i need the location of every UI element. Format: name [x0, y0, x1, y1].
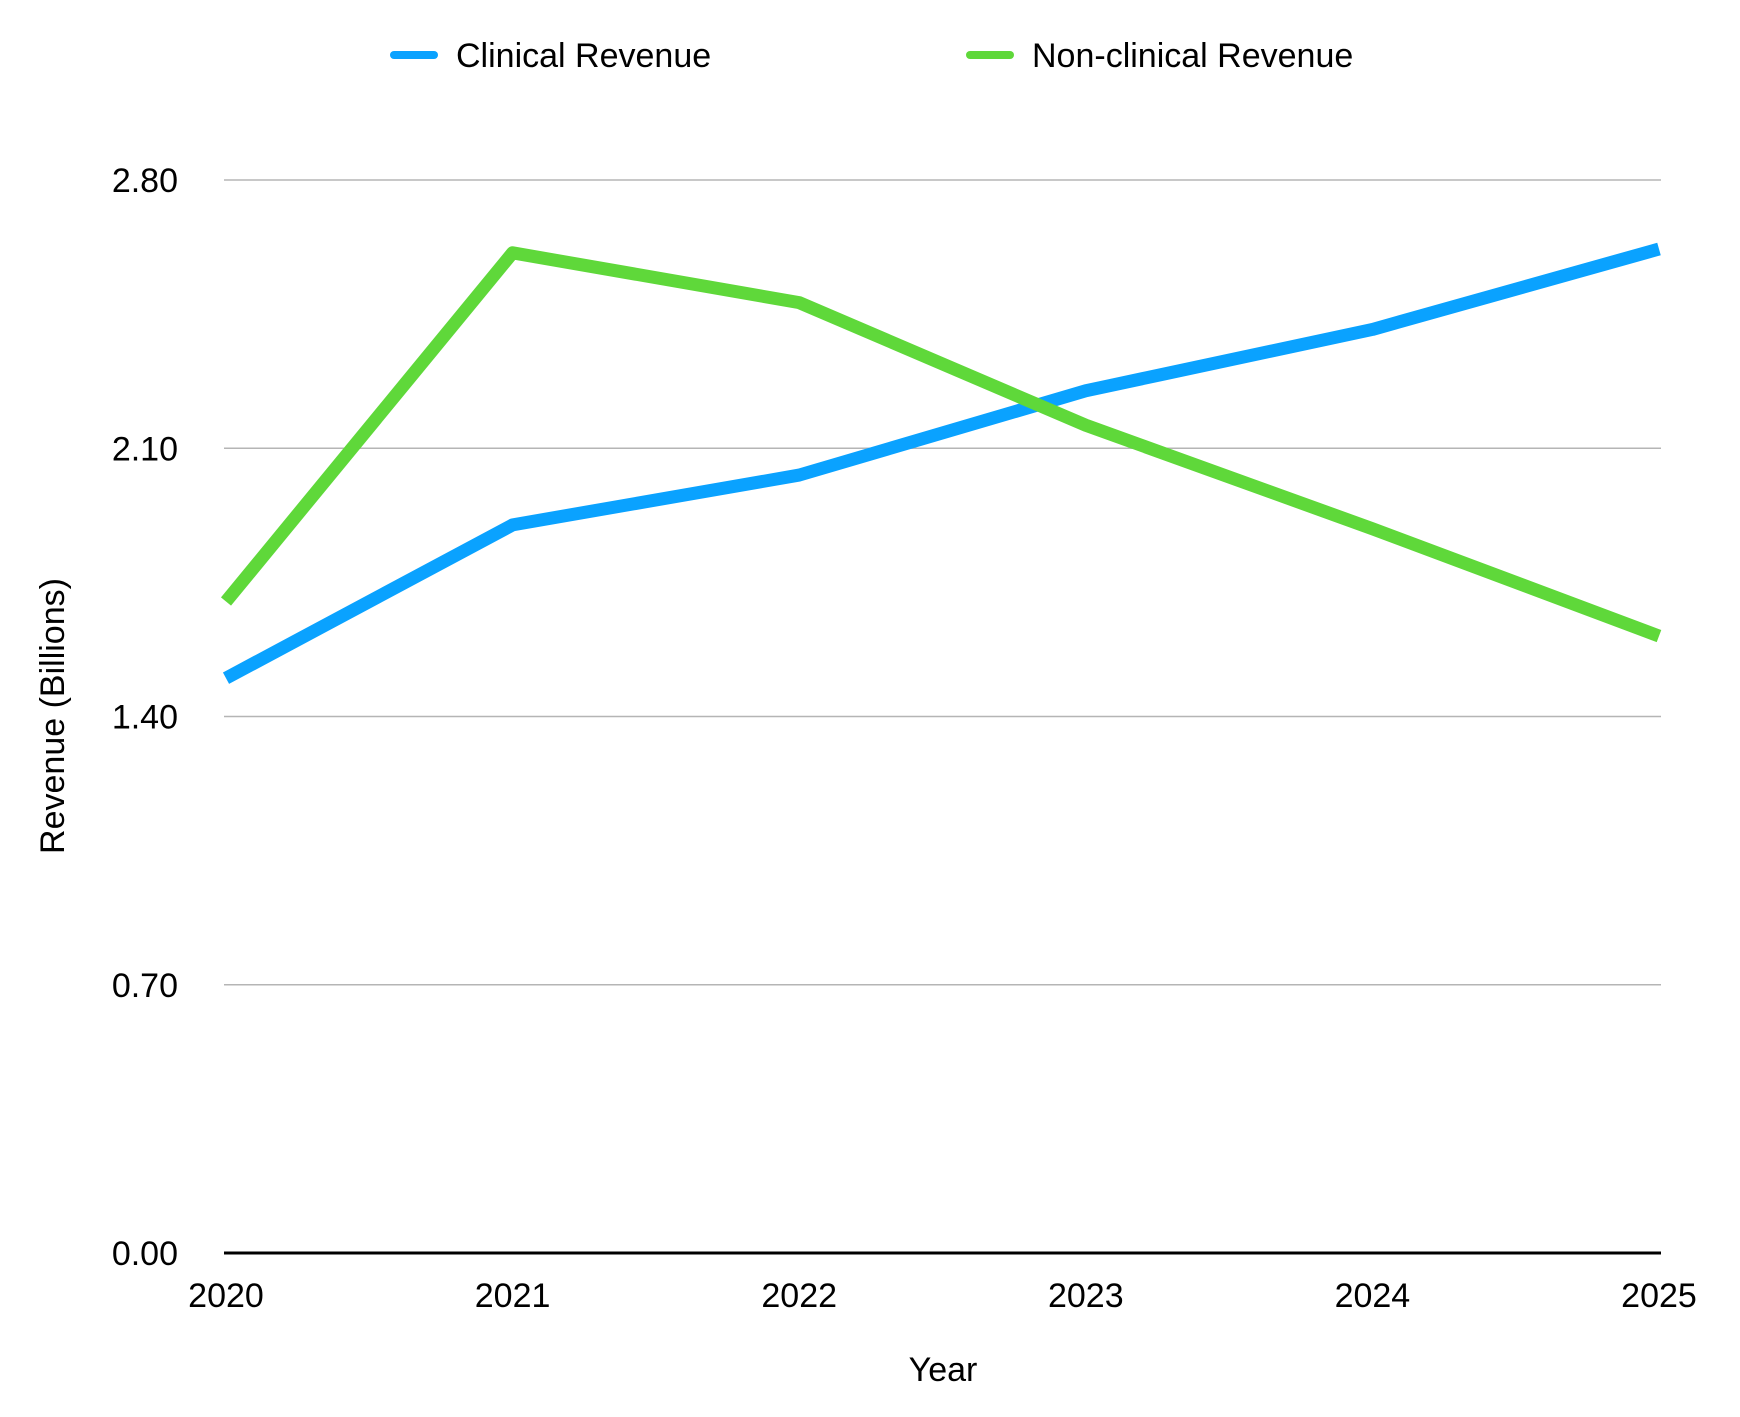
y-tick-label: 2.80: [112, 162, 178, 200]
data-point: [226, 678, 227, 679]
series-lines: [220, 242, 1662, 684]
y-axis-label: Revenue (Billions): [34, 578, 72, 854]
series-line-non-clinical: [220, 246, 1662, 643]
data-point: [512, 524, 513, 525]
data-point: [1372, 528, 1373, 529]
y-tick-label: 2.10: [112, 430, 178, 468]
y-tick-label: 0.70: [112, 967, 178, 1005]
x-tick-label: 2021: [475, 1277, 551, 1315]
data-point: [226, 601, 227, 602]
legend-label: Clinical Revenue: [456, 37, 711, 75]
legend: Clinical Revenue Non-clinical Revenue: [390, 37, 1353, 75]
x-tick-label: 2024: [1335, 1277, 1411, 1315]
legend-label: Non-clinical Revenue: [1032, 37, 1353, 75]
data-point: [512, 252, 513, 253]
x-tick-label: 2023: [1048, 1277, 1124, 1315]
x-tick-label: 2025: [1621, 1277, 1697, 1315]
data-point: [1372, 329, 1373, 330]
gridlines: [224, 179, 1661, 986]
data-point: [1659, 636, 1660, 637]
data-point: [1659, 248, 1660, 249]
x-tick-label: 2022: [761, 1277, 837, 1315]
y-tick-label: 1.40: [112, 699, 178, 737]
y-axis-ticks: 0.00 0.70 1.40 2.10 2.80: [112, 162, 178, 1273]
y-tick-label: 0.00: [112, 1235, 178, 1273]
data-point: [799, 302, 800, 303]
data-point: [1085, 425, 1086, 426]
data-point: [1085, 390, 1086, 391]
series-line-clinical: [222, 242, 1661, 684]
x-axis-ticks: 2020 2021 2022 2023 2024 2025: [188, 1277, 1697, 1315]
x-tick-label: 2020: [188, 1277, 264, 1315]
data-point: [799, 475, 800, 476]
x-axis-label: Year: [909, 1351, 978, 1389]
